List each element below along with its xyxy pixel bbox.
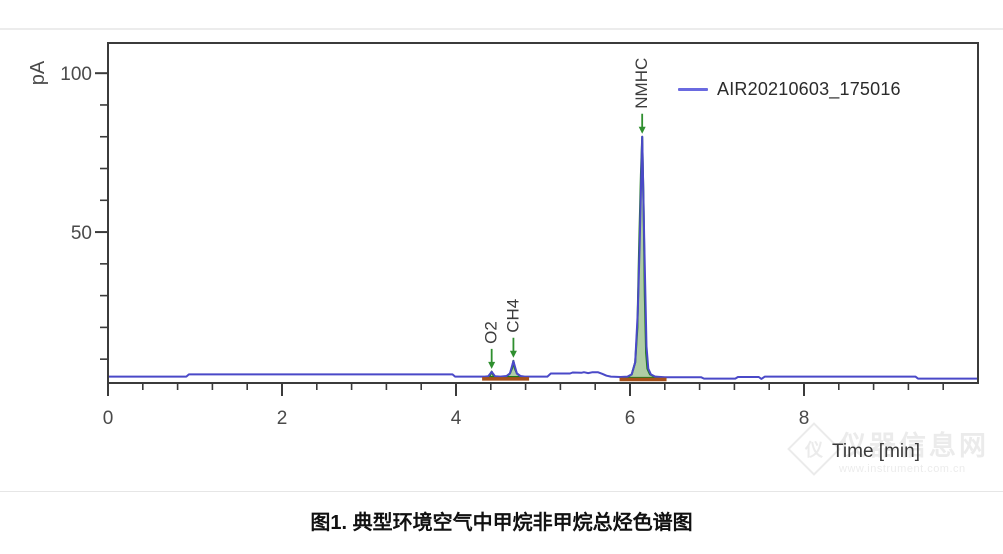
x-tick-label: 4 (451, 408, 462, 429)
peak-label: NMHC (632, 58, 651, 109)
peak-marker-arrowhead (509, 350, 517, 358)
axes: 0 2 4 6 8 50 100 (60, 42, 979, 429)
peak-label: CH4 (503, 299, 522, 333)
legend: AIR20210603_175016 (678, 78, 901, 100)
x-tick-label: 0 (103, 408, 114, 429)
x-tick-label: 6 (625, 408, 636, 429)
bottom-divider (0, 491, 1003, 492)
series-line (108, 135, 978, 380)
watermark-site-name: 仪器信息网 (839, 431, 989, 461)
peak-marker-arrowhead (638, 126, 646, 134)
top-divider (0, 28, 1003, 30)
x-axis-label: Time [min] (832, 441, 920, 462)
y-tick-label: 50 (71, 223, 92, 244)
y-tick-label: 100 (60, 64, 92, 85)
signal-trace (108, 135, 978, 380)
figure-caption: 图1. 典型环境空气中甲烷非甲烷总烃色谱图 (310, 512, 693, 534)
x-tick-label: 8 (799, 408, 810, 429)
plot-border (107, 42, 979, 384)
integration-baselines (482, 377, 667, 382)
x-tick-label: 2 (277, 408, 288, 429)
watermark: 仪 仪器信息网 www.instrument.com.cn (787, 422, 995, 476)
y-axis-label: pA (26, 60, 49, 86)
peak-marker-arrowhead (488, 361, 496, 369)
peak-annotations: O2 CH4 NMHC (482, 58, 651, 369)
peak-label: O2 (482, 321, 501, 344)
legend-entry-label: AIR20210603_175016 (717, 78, 901, 99)
legend-line-swatch (678, 87, 708, 91)
watermark-site-url: www.instrument.com.cn (839, 463, 966, 475)
